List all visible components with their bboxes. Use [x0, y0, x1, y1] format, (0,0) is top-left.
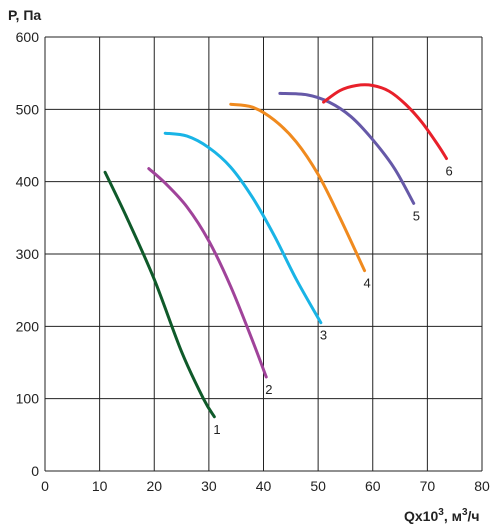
curve-labels: 1 2 3 4 5 6: [213, 164, 452, 437]
x-tick-label: 40: [256, 478, 272, 494]
tick-labels: 0 10 20 30 40 50 60 70 80 0 100 200 300 400 500 600: [16, 29, 490, 494]
x-tick-label: 60: [365, 478, 381, 494]
x-tick-label: 0: [41, 478, 49, 494]
series-line-4: [229, 102, 367, 273]
x-tick-label: 20: [146, 478, 162, 494]
curves: [103, 83, 448, 419]
y-tick-label: 300: [16, 246, 40, 262]
series-label-1: 1: [213, 422, 220, 437]
grid: [44, 36, 483, 472]
series-label-2: 2: [265, 382, 272, 397]
x-tick-label: 50: [310, 478, 326, 494]
x-tick-label: 70: [420, 478, 436, 494]
x-tick-label: 80: [474, 478, 490, 494]
y-tick-label: 500: [16, 101, 40, 117]
x-tick-label: 30: [201, 478, 217, 494]
y-axis-title: P, Па: [8, 7, 41, 23]
series-line-2: [147, 167, 268, 379]
y-tick-label: 400: [16, 174, 40, 190]
series-label-4: 4: [364, 276, 371, 291]
x-tick-label: 10: [92, 478, 108, 494]
series-label-5: 5: [413, 208, 420, 223]
series-label-3: 3: [320, 328, 327, 343]
series-line-3: [163, 131, 323, 325]
y-tick-label: 0: [31, 463, 39, 479]
y-tick-label: 200: [16, 318, 40, 334]
series-line-5: [278, 91, 416, 205]
series-line-6: [322, 83, 448, 161]
series-label-6: 6: [445, 164, 452, 179]
x-axis-title: Qx103, м3/ч: [404, 507, 480, 524]
y-tick-label: 100: [16, 391, 40, 407]
series-line-1: [103, 170, 216, 419]
y-tick-label: 600: [16, 29, 40, 45]
